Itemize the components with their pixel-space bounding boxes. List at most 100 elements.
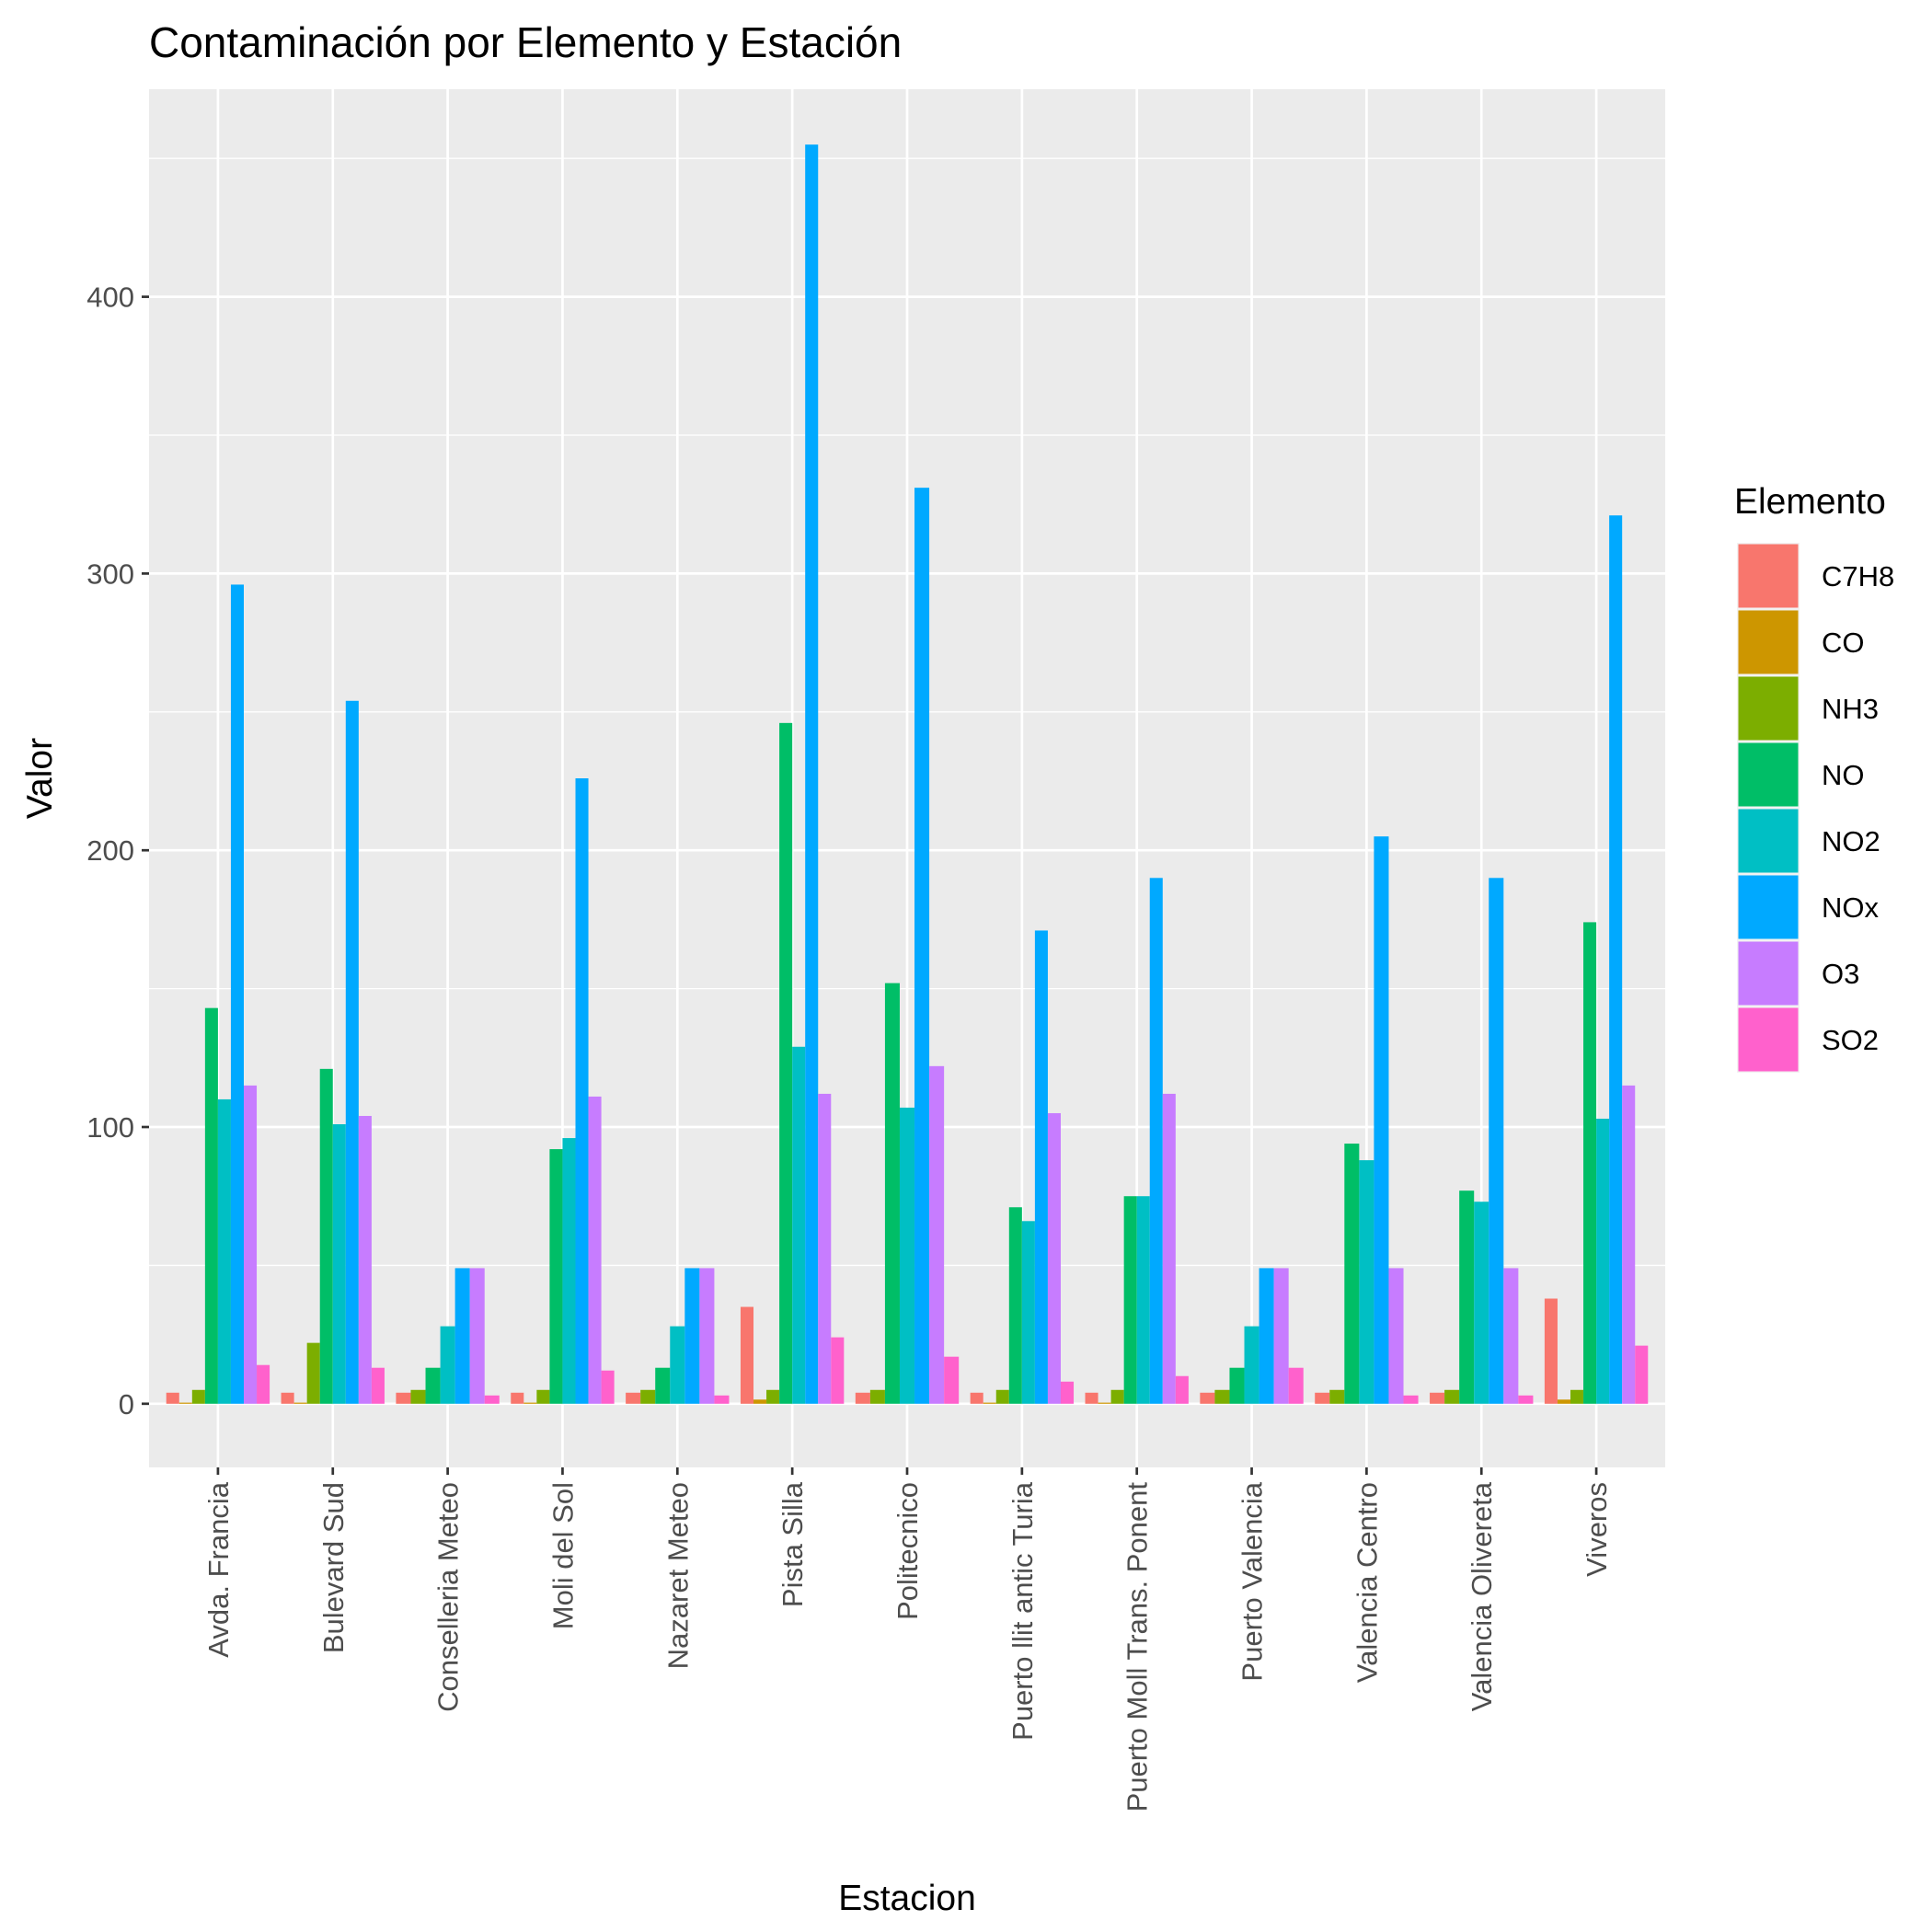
legend-label: NOx <box>1822 891 1880 924</box>
x-tick-label: Puerto llit antic Turia <box>1006 1481 1039 1741</box>
x-tick-label: Nazaret Meteo <box>661 1482 694 1669</box>
legend-label: NO <box>1822 759 1865 791</box>
x-tick-label: Conselleria Meteo <box>432 1482 465 1712</box>
bar-o3 <box>929 1065 945 1404</box>
legend-title: Elemento <box>1734 482 1886 522</box>
x-tick-label: Valencia Centro <box>1351 1482 1383 1683</box>
bar-c7h8 <box>1315 1392 1330 1404</box>
bar-no2 <box>1474 1202 1489 1404</box>
bar-co <box>1557 1399 1570 1404</box>
bar-c7h8 <box>1544 1298 1558 1404</box>
legend-swatch-so2 <box>1738 1007 1799 1072</box>
bar-nh3 <box>1444 1389 1460 1404</box>
bar-o3 <box>358 1115 372 1404</box>
bar-so2 <box>601 1370 615 1404</box>
bar-o3 <box>1273 1268 1289 1404</box>
bar-c7h8 <box>1200 1392 1215 1404</box>
bar-co <box>178 1402 192 1404</box>
bar-c7h8 <box>740 1306 754 1404</box>
legend: Elemento C7H8 CO NH3 NO NO2 NOx O3 SO2 <box>1734 482 1894 1073</box>
x-tick-label: Valencia Olivereta <box>1466 1481 1498 1711</box>
bar-so2 <box>484 1395 500 1404</box>
bar-c7h8 <box>626 1392 641 1404</box>
bar-nox <box>684 1268 700 1404</box>
bar-no2 <box>440 1326 455 1404</box>
bar-no <box>884 983 900 1404</box>
bar-nox <box>1259 1268 1274 1404</box>
bar-so2 <box>1403 1395 1419 1404</box>
bar-o3 <box>1622 1085 1636 1404</box>
bar-nh3 <box>640 1389 656 1404</box>
y-tick-label: 0 <box>119 1388 134 1420</box>
x-tick-label: Politecnico <box>891 1482 924 1620</box>
legend-swatch-no2 <box>1738 809 1799 873</box>
bar-co <box>983 1402 996 1404</box>
bar-no2 <box>332 1124 346 1404</box>
bar-nox <box>575 778 589 1404</box>
bar-no <box>779 722 793 1404</box>
bar-no2 <box>899 1107 915 1404</box>
bar-nox <box>454 1268 470 1404</box>
bar-no2 <box>1244 1326 1259 1404</box>
bar-so2 <box>1175 1375 1189 1404</box>
legend-label: C7H8 <box>1822 560 1894 592</box>
bar-so2 <box>1060 1381 1075 1404</box>
bars <box>166 144 1649 1404</box>
bar-no <box>1459 1190 1475 1404</box>
x-tick-label: Bulevard Sud <box>317 1482 350 1653</box>
bar-no <box>319 1068 333 1404</box>
bar-nh3 <box>869 1389 885 1404</box>
x-tick-label: Puerto Valencia <box>1236 1481 1269 1681</box>
bar-nox <box>1374 836 1389 1404</box>
bar-co <box>523 1402 537 1404</box>
y-axis-title: Valor <box>20 738 60 819</box>
bar-nox <box>230 584 244 1404</box>
bar-co <box>1098 1402 1111 1404</box>
legend-swatch-o3 <box>1738 941 1799 1006</box>
bar-o3 <box>244 1085 258 1404</box>
legend-swatch-nox <box>1738 875 1799 939</box>
bar-o3 <box>1388 1268 1404 1404</box>
bar-so2 <box>1288 1367 1304 1404</box>
bar-no2 <box>792 1046 806 1404</box>
y-tick-label: 100 <box>86 1111 134 1144</box>
legend-label: O3 <box>1822 958 1859 990</box>
x-tick-label: Avda. Francia <box>202 1481 235 1657</box>
bar-no <box>1344 1144 1360 1404</box>
bar-nh3 <box>995 1389 1009 1404</box>
bar-c7h8 <box>1085 1392 1098 1404</box>
bar-c7h8 <box>396 1392 411 1404</box>
bar-c7h8 <box>970 1392 983 1404</box>
x-tick-label: Moli del Sol <box>546 1482 579 1629</box>
bar-o3 <box>588 1096 602 1404</box>
bar-nh3 <box>410 1389 426 1404</box>
bar-nh3 <box>1214 1389 1230 1404</box>
bar-co <box>293 1402 307 1404</box>
bar-so2 <box>1518 1395 1534 1404</box>
bar-nox <box>1609 515 1623 1404</box>
bar-c7h8 <box>281 1392 294 1404</box>
legend-label: SO2 <box>1822 1024 1879 1056</box>
y-tick-label: 300 <box>86 558 134 590</box>
bar-c7h8 <box>511 1392 524 1404</box>
bar-no <box>1008 1207 1022 1404</box>
bar-o3 <box>469 1268 485 1404</box>
bar-o3 <box>699 1268 715 1404</box>
legend-swatch-co <box>1738 610 1799 674</box>
bar-so2 <box>371 1367 385 1404</box>
x-tick-label: Viveros <box>1581 1482 1613 1577</box>
bar-c7h8 <box>166 1392 179 1404</box>
x-axis: Avda. Francia Bulevard Sud Conselleria Met… <box>202 1467 1613 1811</box>
bar-co <box>753 1399 767 1404</box>
bar-o3 <box>818 1093 832 1404</box>
bar-no <box>425 1367 441 1404</box>
bar-no <box>204 1007 218 1404</box>
bar-so2 <box>831 1337 845 1404</box>
bar-nox <box>914 488 930 1404</box>
bar-no <box>655 1367 671 1404</box>
bar-no2 <box>670 1326 685 1404</box>
legend-swatch-c7h8 <box>1738 544 1799 608</box>
bar-no <box>1583 922 1597 1404</box>
legend-label: NH3 <box>1822 693 1879 725</box>
